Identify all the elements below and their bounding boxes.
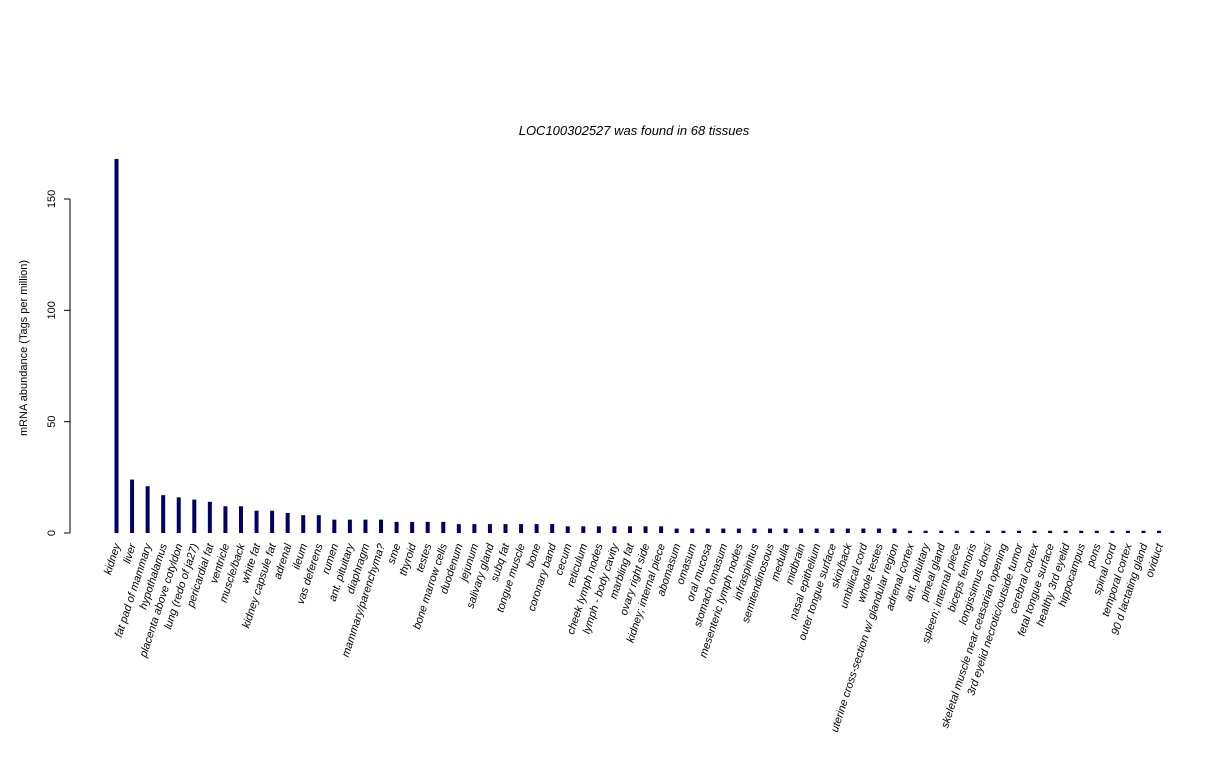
bar: [192, 499, 197, 533]
bar: [721, 528, 726, 533]
chart-title: LOC100302527 was found in 68 tissues: [519, 123, 750, 138]
bar: [1110, 530, 1115, 533]
bar: [1016, 530, 1021, 533]
bar: [534, 524, 539, 533]
bar: [503, 524, 508, 533]
bar: [487, 524, 492, 533]
bar: [1157, 530, 1162, 533]
bar: [176, 497, 181, 533]
bar: [939, 530, 944, 533]
bar: [799, 528, 804, 533]
bar: [394, 521, 399, 533]
bar: [565, 526, 570, 533]
y-tick-label: 100: [46, 301, 58, 319]
y-tick-label: 0: [46, 530, 58, 536]
bar: [1001, 530, 1006, 533]
bar: [736, 528, 741, 533]
bar: [1141, 530, 1146, 533]
bar: [254, 510, 259, 533]
bar: [861, 528, 866, 533]
y-tick-label: 150: [46, 190, 58, 208]
bar: [581, 526, 586, 533]
bar: [379, 519, 384, 533]
bar: [301, 515, 306, 533]
bar: [114, 158, 119, 534]
bar: [285, 512, 290, 533]
bar: [1063, 530, 1068, 533]
bar: [892, 528, 897, 533]
bar: [627, 526, 632, 533]
bar: [130, 479, 135, 533]
bar: [425, 521, 430, 533]
bar: [923, 530, 928, 533]
bar: [845, 528, 850, 533]
bar: [768, 528, 773, 533]
bar: [472, 524, 477, 533]
bar: [550, 524, 555, 533]
y-tick-label: 50: [46, 416, 58, 428]
bar: [830, 528, 835, 533]
bars-group: [114, 158, 1162, 534]
bar: [1079, 530, 1084, 533]
bar: [316, 515, 321, 533]
bar: [659, 526, 664, 533]
bar: [1125, 530, 1130, 533]
bar: [363, 519, 368, 533]
bar: [876, 528, 881, 533]
bar: [690, 528, 695, 533]
bar: [612, 526, 617, 533]
bar: [519, 524, 524, 533]
bar: [814, 528, 819, 533]
bar: [970, 530, 975, 533]
bar: [332, 519, 337, 533]
y-axis: 0 50 100 150: [46, 190, 71, 536]
bar: [1048, 530, 1053, 533]
bar: [207, 501, 212, 533]
bar: [238, 506, 243, 533]
bar: [347, 519, 352, 533]
bar: [783, 528, 788, 533]
bar: [643, 526, 648, 533]
bar: [145, 486, 150, 533]
bar: [1032, 530, 1037, 533]
bar: [705, 528, 710, 533]
bar: [270, 510, 275, 533]
bar: [674, 528, 679, 533]
y-axis-label: mRNA abundance (Tags per million): [18, 260, 30, 436]
bar: [596, 526, 601, 533]
bar: [456, 524, 461, 533]
bar: [161, 495, 166, 533]
bar: [223, 506, 228, 533]
bar: [1094, 530, 1099, 533]
x-tick-label: kidney: [102, 541, 124, 576]
bar: [441, 521, 446, 533]
bar: [954, 530, 959, 533]
bar: [908, 530, 913, 533]
bar: [752, 528, 757, 533]
bar: [985, 530, 990, 533]
bar: [410, 521, 415, 533]
